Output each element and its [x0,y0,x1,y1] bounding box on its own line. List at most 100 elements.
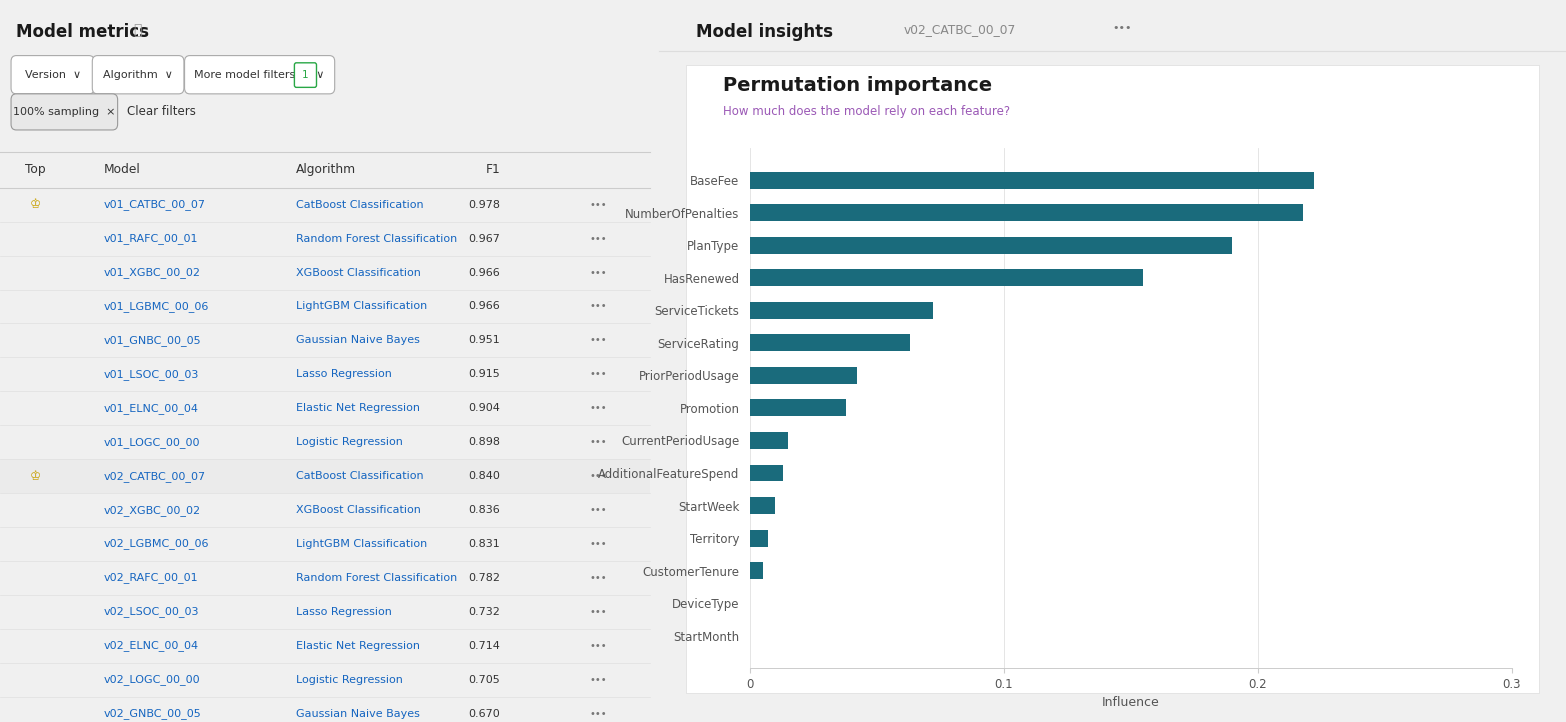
Text: ⓘ: ⓘ [133,23,141,37]
Bar [750,367,857,384]
Text: 0.836: 0.836 [468,505,501,515]
FancyBboxPatch shape [11,56,94,94]
Bar [750,464,783,482]
Text: XGBoost Classification: XGBoost Classification [296,268,421,277]
Text: v01_ELNC_00_04: v01_ELNC_00_04 [103,403,199,414]
Bar [750,269,1143,286]
Text: v02_CATBC_00_07: v02_CATBC_00_07 [103,471,207,482]
Text: •••: ••• [589,404,606,413]
Text: v01_LSOC_00_03: v01_LSOC_00_03 [103,369,199,380]
Text: Model: Model [103,163,141,176]
Text: 1: 1 [302,70,309,80]
Text: •••: ••• [589,234,606,243]
Bar [686,65,1539,693]
FancyBboxPatch shape [11,94,117,130]
Bar [750,204,1303,221]
Text: •••: ••• [589,336,606,345]
Text: 0.904: 0.904 [468,404,501,413]
Text: v01_RAFC_00_01: v01_RAFC_00_01 [103,233,199,244]
Text: v01_LOGC_00_00: v01_LOGC_00_00 [103,437,200,448]
Text: •••: ••• [589,438,606,447]
Text: Lasso Regression: Lasso Regression [296,370,392,379]
Text: v01_CATBC_00_07: v01_CATBC_00_07 [103,199,207,210]
Text: •••: ••• [589,709,606,718]
Text: 0.670: 0.670 [468,709,501,718]
Text: 0.967: 0.967 [468,234,501,243]
Text: F1: F1 [485,163,501,176]
Text: v02_ELNC_00_04: v02_ELNC_00_04 [103,640,199,651]
Text: •••: ••• [589,302,606,311]
Text: XGBoost Classification: XGBoost Classification [296,505,421,515]
Text: v02_LOGC_00_00: v02_LOGC_00_00 [103,674,200,685]
Text: ♔: ♔ [30,469,41,483]
FancyBboxPatch shape [92,56,183,94]
Text: 0.714: 0.714 [468,641,501,651]
Text: v02_LGBMC_00_06: v02_LGBMC_00_06 [103,539,210,549]
Text: Permutation importance: Permutation importance [723,76,991,95]
Text: 0.831: 0.831 [468,539,501,549]
Bar [0,459,650,493]
Text: Version  ∨: Version ∨ [25,70,81,79]
Text: •••: ••• [589,539,606,549]
Text: v01_LGBMC_00_06: v01_LGBMC_00_06 [103,301,210,312]
Text: Model metrics: Model metrics [16,23,149,41]
Text: v02_RAFC_00_01: v02_RAFC_00_01 [103,573,199,583]
Text: How much does the model rely on each feature?: How much does the model rely on each fea… [723,105,1010,118]
Text: CatBoost Classification: CatBoost Classification [296,471,423,481]
Text: •••: ••• [589,573,606,583]
Bar [750,530,767,547]
Text: 0.966: 0.966 [468,268,501,277]
Text: Algorithm: Algorithm [296,163,355,176]
Text: 0.898: 0.898 [468,438,501,447]
Bar [750,399,847,417]
Text: •••: ••• [589,607,606,617]
Bar [750,334,910,352]
Text: •••: ••• [589,675,606,684]
Text: 0.732: 0.732 [468,607,501,617]
Text: More model filters      ∨: More model filters ∨ [194,70,324,79]
X-axis label: Influence: Influence [1102,696,1160,709]
Bar [750,562,763,579]
Text: 100% sampling  ×: 100% sampling × [13,107,116,117]
Bar [750,497,775,514]
Bar [750,172,1314,188]
Text: Elastic Net Regression: Elastic Net Regression [296,641,420,651]
Text: Model insights: Model insights [695,23,833,41]
Text: 0.705: 0.705 [468,675,501,684]
Text: •••: ••• [1112,23,1132,33]
Text: •••: ••• [589,641,606,651]
Text: v01_GNBC_00_05: v01_GNBC_00_05 [103,335,202,346]
Text: 0.951: 0.951 [468,336,501,345]
Text: •••: ••• [589,200,606,209]
Text: Algorithm  ∨: Algorithm ∨ [103,70,172,79]
Text: v02_LSOC_00_03: v02_LSOC_00_03 [103,606,199,617]
Text: •••: ••• [589,471,606,481]
Text: 0.915: 0.915 [468,370,501,379]
Text: Logistic Regression: Logistic Regression [296,438,402,447]
Text: v02_XGBC_00_02: v02_XGBC_00_02 [103,505,200,516]
FancyBboxPatch shape [294,63,316,87]
Text: 0.840: 0.840 [468,471,501,481]
Text: Top: Top [25,163,45,176]
Bar [750,302,933,318]
Text: Gaussian Naive Bayes: Gaussian Naive Bayes [296,709,420,718]
Text: •••: ••• [589,370,606,379]
Text: Random Forest Classification: Random Forest Classification [296,234,457,243]
Text: v02_CATBC_00_07: v02_CATBC_00_07 [904,23,1016,36]
Text: ♔: ♔ [30,198,41,212]
Text: Elastic Net Regression: Elastic Net Regression [296,404,420,413]
Text: 0.782: 0.782 [468,573,501,583]
Text: 0.966: 0.966 [468,302,501,311]
Text: •••: ••• [589,268,606,277]
Text: v02_GNBC_00_05: v02_GNBC_00_05 [103,708,202,719]
Text: Random Forest Classification: Random Forest Classification [296,573,457,583]
FancyBboxPatch shape [185,56,335,94]
Text: Gaussian Naive Bayes: Gaussian Naive Bayes [296,336,420,345]
Text: LightGBM Classification: LightGBM Classification [296,302,428,311]
Text: Clear filters: Clear filters [127,105,196,118]
Text: LightGBM Classification: LightGBM Classification [296,539,428,549]
Bar [750,237,1232,253]
Text: •••: ••• [589,505,606,515]
Text: Logistic Regression: Logistic Regression [296,675,402,684]
Text: CatBoost Classification: CatBoost Classification [296,200,423,209]
